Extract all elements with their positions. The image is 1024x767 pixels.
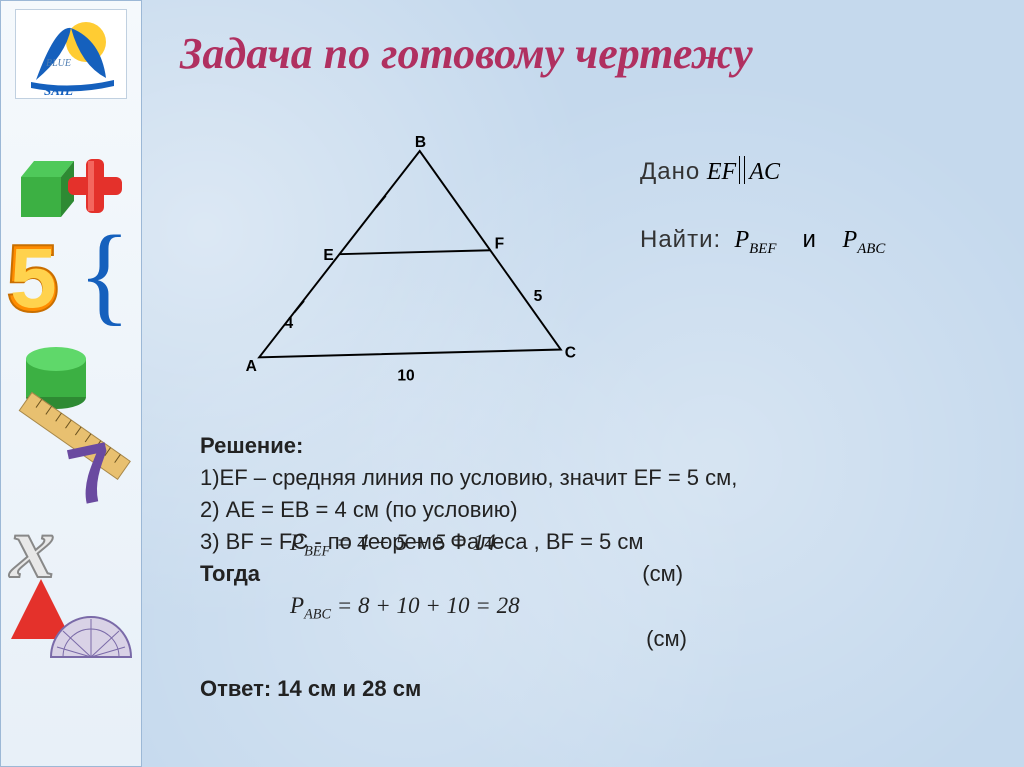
number-5-icon: 5 5 — [6, 225, 59, 332]
find-conj: и — [802, 226, 815, 253]
solution-line3: 3) BF = FC - по теореме Фалеса , BF = 5 … — [200, 526, 920, 558]
vertex-E: E — [323, 247, 333, 264]
logo-text-blue: BLUE — [46, 58, 71, 69]
solution-line1: 1)EF – средняя линия по условию, значит … — [200, 462, 920, 494]
logo-bluesail: BLUE SAIL — [15, 9, 127, 99]
slide: BLUE SAIL { — [0, 0, 1024, 767]
find-p1: P — [735, 227, 750, 253]
solution-formula2-row: PABC = 8 + 10 + 10 = 28 — [200, 589, 920, 623]
triangle-diagram: B A C E F 4 5 10 — [230, 130, 590, 390]
solution-answer: Ответ: 14 см и 28 см — [200, 673, 920, 705]
given-ef: EF — [707, 159, 736, 185]
cube-icon — [21, 161, 74, 217]
vertex-F: F — [495, 235, 505, 252]
find-block: Найти: PBEF и PABC — [640, 226, 885, 258]
find-label: Найти: — [640, 226, 721, 253]
math-clipart: { 5 5 — [6, 139, 136, 766]
letter-x-icon: x — [8, 498, 55, 597]
solution-line6: (см) — [200, 623, 920, 655]
sidebar: BLUE SAIL { — [0, 0, 142, 767]
logo-text-sail: SAIL — [44, 83, 73, 98]
svg-text:{: { — [78, 213, 131, 335]
label-FC: 5 — [534, 288, 543, 305]
number-7-icon: 7 — [60, 425, 124, 523]
given-block: Дано EF AC — [640, 158, 780, 186]
find-p2-sub: ABC — [857, 241, 885, 257]
svg-text:7: 7 — [60, 425, 124, 523]
solution-line2: 2) АЕ = ЕВ = 4 см (по условию) — [200, 494, 920, 526]
find-p2: P — [843, 227, 858, 253]
slide-title: Задача по готовому чертежу — [180, 28, 753, 79]
label-AE: 4 — [284, 315, 293, 332]
plus-icon — [68, 159, 122, 213]
brace-icon: { — [78, 213, 131, 335]
vertex-C: C — [565, 344, 576, 361]
svg-text:x: x — [8, 498, 55, 597]
solution-block: Решение: 1)EF – средняя линия по условию… — [200, 430, 920, 705]
vertex-B: B — [415, 134, 426, 151]
svg-text:5: 5 — [10, 231, 57, 325]
solution-header: Решение: — [200, 430, 920, 462]
solution-line4: Тогда (см) — [200, 558, 920, 590]
given-ac: AC — [749, 159, 780, 185]
vertex-A: A — [246, 358, 257, 375]
find-p1-sub: BEF — [749, 241, 776, 257]
given-label: Дано — [640, 158, 700, 185]
label-AC: 10 — [397, 368, 415, 385]
